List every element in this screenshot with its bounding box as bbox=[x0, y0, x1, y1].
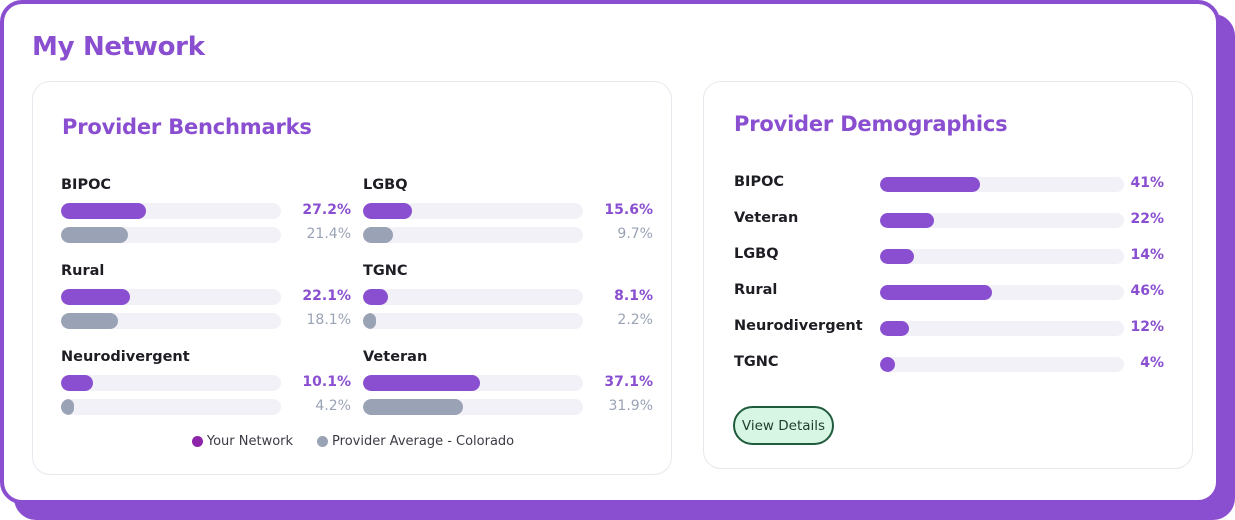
demographic-value: 22% bbox=[1130, 211, 1164, 227]
demographic-row: Veteran 22% bbox=[734, 210, 1164, 230]
demographic-bar-track bbox=[880, 213, 1124, 228]
benchmark-item: Neurodivergent 10.1% 4.2% bbox=[61, 349, 351, 419]
average-bar bbox=[61, 227, 129, 243]
demographic-bar-track bbox=[880, 321, 1124, 336]
average-value: 4.2% bbox=[315, 398, 351, 414]
average-bar bbox=[363, 399, 464, 415]
average-value: 21.4% bbox=[306, 226, 351, 242]
legend-average-dot-icon bbox=[317, 436, 329, 447]
network-bar-track bbox=[363, 203, 583, 219]
demographic-bar bbox=[880, 285, 993, 300]
network-bar-track bbox=[363, 289, 583, 305]
network-value: 10.1% bbox=[302, 374, 351, 390]
demographic-row: Rural 46% bbox=[734, 282, 1164, 302]
average-bar bbox=[61, 399, 75, 415]
average-value: 18.1% bbox=[306, 312, 351, 328]
benchmark-item: BIPOC 27.2% 21.4% bbox=[61, 177, 351, 247]
demographic-bar-track bbox=[880, 249, 1124, 264]
network-bar bbox=[61, 375, 93, 391]
benchmarks-legend: Your Network Provider Average - Colorado bbox=[33, 434, 673, 449]
demographic-row: LGBQ 14% bbox=[734, 246, 1164, 266]
average-bar bbox=[61, 313, 118, 329]
average-bar-track bbox=[61, 227, 281, 243]
demographic-bar bbox=[880, 177, 981, 192]
network-value: 27.2% bbox=[302, 202, 351, 218]
benchmark-label: Neurodivergent bbox=[61, 349, 190, 365]
demographic-label: Rural bbox=[734, 282, 778, 298]
benchmark-label: Rural bbox=[61, 263, 105, 279]
benchmarks-title: Provider Benchmarks bbox=[62, 115, 312, 139]
demographic-bar-track bbox=[880, 177, 1124, 192]
network-bar bbox=[363, 203, 413, 219]
benchmark-item: LGBQ 15.6% 9.7% bbox=[363, 177, 653, 247]
demographic-row: Neurodivergent 12% bbox=[734, 318, 1164, 338]
network-value: 22.1% bbox=[302, 288, 351, 304]
network-bar bbox=[61, 203, 147, 219]
average-value: 2.2% bbox=[617, 312, 653, 328]
legend-item-network: Your Network bbox=[191, 434, 294, 449]
average-value: 9.7% bbox=[617, 226, 653, 242]
benchmark-label: LGBQ bbox=[363, 177, 408, 193]
average-bar bbox=[363, 313, 377, 329]
average-bar-track bbox=[61, 313, 281, 329]
network-bar-track bbox=[363, 375, 583, 391]
network-value: 8.1% bbox=[614, 288, 653, 304]
benchmarks-panel: Provider Benchmarks BIPOC 27.2% 21.4% LGBQ 1… bbox=[32, 81, 672, 475]
demographic-label: Neurodivergent bbox=[734, 318, 863, 334]
demographic-bar-track bbox=[880, 357, 1124, 372]
demographic-bar bbox=[880, 249, 915, 264]
average-bar-track bbox=[363, 399, 583, 415]
average-bar bbox=[363, 227, 394, 243]
my-network-card: My Network Provider Benchmarks BIPOC 27.2… bbox=[0, 0, 1220, 504]
demographics-title: Provider Demographics bbox=[734, 112, 1008, 136]
demographic-label: LGBQ bbox=[734, 246, 779, 262]
network-value: 37.1% bbox=[604, 374, 653, 390]
demographic-value: 4% bbox=[1140, 355, 1164, 371]
demographic-bar bbox=[880, 213, 934, 228]
network-bar-track bbox=[61, 203, 281, 219]
demographic-value: 12% bbox=[1130, 319, 1164, 335]
benchmark-label: Veteran bbox=[363, 349, 428, 365]
benchmark-item: Veteran 37.1% 31.9% bbox=[363, 349, 653, 419]
demographic-value: 41% bbox=[1130, 175, 1164, 191]
demographic-bar bbox=[880, 321, 910, 336]
average-bar-track bbox=[363, 313, 583, 329]
benchmark-label: BIPOC bbox=[61, 177, 112, 193]
legend-network-label: Your Network bbox=[206, 434, 294, 449]
demographic-label: BIPOC bbox=[734, 174, 785, 190]
benchmark-item: TGNC 8.1% 2.2% bbox=[363, 263, 653, 333]
benchmark-item: Rural 22.1% 18.1% bbox=[61, 263, 351, 333]
demographic-row: BIPOC 41% bbox=[734, 174, 1164, 194]
demographic-value: 46% bbox=[1130, 283, 1164, 299]
network-bar bbox=[61, 289, 131, 305]
demographic-value: 14% bbox=[1130, 247, 1164, 263]
demographic-bar bbox=[880, 357, 895, 372]
average-bar-track bbox=[61, 399, 281, 415]
view-details-button[interactable]: View Details bbox=[733, 406, 834, 445]
legend-network-dot-icon bbox=[191, 436, 203, 447]
demographic-bar-track bbox=[880, 285, 1124, 300]
network-bar-track bbox=[61, 289, 281, 305]
demographic-row: TGNC 4% bbox=[734, 354, 1164, 374]
demographic-label: Veteran bbox=[734, 210, 799, 226]
benchmark-label: TGNC bbox=[363, 263, 408, 279]
legend-item-average: Provider Average - Colorado bbox=[317, 434, 514, 449]
network-bar-track bbox=[61, 375, 281, 391]
demographic-label: TGNC bbox=[734, 354, 779, 370]
network-bar bbox=[363, 375, 480, 391]
legend-average-label: Provider Average - Colorado bbox=[332, 434, 515, 449]
page-title: My Network bbox=[32, 32, 205, 62]
average-bar-track bbox=[363, 227, 583, 243]
network-bar bbox=[363, 289, 389, 305]
network-value: 15.6% bbox=[604, 202, 653, 218]
demographics-panel: Provider Demographics BIPOC 41% Veteran 22%… bbox=[703, 81, 1193, 469]
average-value: 31.9% bbox=[608, 398, 653, 414]
